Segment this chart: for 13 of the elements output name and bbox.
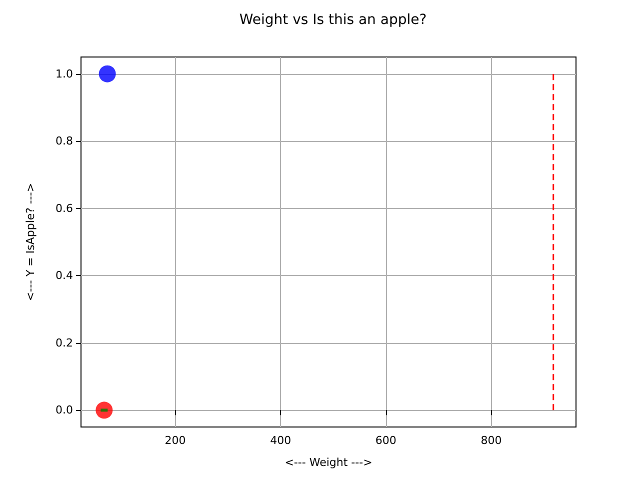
y-tick-label: 0.0 bbox=[56, 404, 73, 417]
y-tick-label: 0.6 bbox=[56, 202, 73, 215]
x-tick-label: 800 bbox=[480, 434, 502, 447]
y-tick-label: 0.4 bbox=[56, 269, 73, 282]
y-axis-title: <--- Y = IsApple? ---> bbox=[24, 182, 37, 302]
x-tick-label: 200 bbox=[164, 434, 186, 447]
chart-title: Weight vs Is this an apple? bbox=[239, 12, 427, 28]
x-tick-label: 400 bbox=[270, 434, 292, 447]
y-tick-label: 0.2 bbox=[56, 336, 73, 350]
x-axis-title: <--- Weight ---> bbox=[284, 456, 372, 469]
y-tick-label: 0.8 bbox=[56, 134, 73, 148]
y-tick-label: 1.0 bbox=[56, 67, 73, 80]
x-tick-label: 600 bbox=[375, 434, 396, 447]
